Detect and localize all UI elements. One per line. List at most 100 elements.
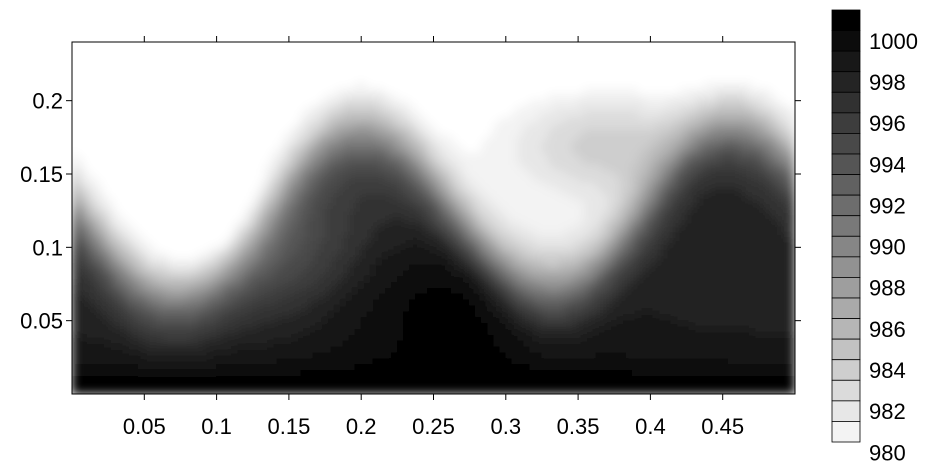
contour-cell xyxy=(342,270,350,278)
contour-cell xyxy=(414,106,422,113)
contour-cell xyxy=(149,270,157,278)
contour-cell xyxy=(143,205,151,213)
contour-cell xyxy=(571,135,579,143)
contour-cell xyxy=(264,42,272,49)
contour-cell xyxy=(216,223,224,231)
contour-cell xyxy=(655,158,663,166)
contour-cell xyxy=(77,252,85,260)
contour-cell xyxy=(565,217,573,225)
contour-cell xyxy=(149,205,157,213)
contour-cell xyxy=(354,217,362,225)
contour-cell xyxy=(107,82,115,90)
contour-cell xyxy=(511,170,519,178)
contour-cell xyxy=(179,88,187,96)
contour-cell xyxy=(535,252,543,260)
contour-cell xyxy=(137,199,145,207)
contour-cell xyxy=(216,270,224,278)
contour-cell xyxy=(173,258,181,266)
contour-cell xyxy=(704,64,712,72)
contour-cell xyxy=(595,141,603,149)
contour-cell xyxy=(294,246,302,254)
contour-cell xyxy=(511,42,519,49)
contour-cell xyxy=(137,264,145,272)
contour-cell xyxy=(553,100,561,108)
contour-cell xyxy=(643,205,651,213)
contour-cell xyxy=(535,170,543,178)
contour-cell xyxy=(487,182,495,190)
contour-cell xyxy=(625,152,633,160)
contour-cell xyxy=(426,217,435,225)
contour-cell xyxy=(426,176,435,184)
contour-cell xyxy=(167,70,175,78)
contour-cell xyxy=(119,117,127,125)
contour-cell xyxy=(433,70,441,78)
contour-cell xyxy=(565,94,573,102)
contour-cell xyxy=(649,158,657,166)
contour-cell xyxy=(143,223,151,231)
contour-cell xyxy=(451,217,459,225)
contour-cell xyxy=(451,188,459,196)
contour-cell xyxy=(336,117,344,125)
contour-cell xyxy=(276,188,284,196)
contour-cell xyxy=(234,205,242,213)
contour-cell xyxy=(571,182,579,190)
contour-cell xyxy=(686,88,694,96)
contour-cell xyxy=(710,42,718,49)
contour-cell xyxy=(324,42,332,49)
contour-cell xyxy=(113,246,121,254)
contour-cell xyxy=(716,59,724,66)
contour-cell xyxy=(469,229,477,237)
contour-cell xyxy=(764,240,772,248)
contour-cell xyxy=(192,111,200,119)
contour-cell xyxy=(631,223,639,231)
contour-cell xyxy=(240,258,248,266)
contour-cell xyxy=(764,100,772,108)
contour-cell xyxy=(704,158,712,166)
contour-cell xyxy=(499,59,507,66)
contour-cell xyxy=(559,111,567,119)
contour-cell xyxy=(734,94,742,102)
contour-cell xyxy=(589,64,597,72)
contour-cell xyxy=(758,194,766,201)
contour-cell xyxy=(312,82,320,90)
contour-cell xyxy=(463,42,471,49)
contour-cell xyxy=(583,188,591,196)
contour-cell xyxy=(276,123,284,131)
contour-cell xyxy=(234,152,242,160)
contour-cell xyxy=(710,88,718,96)
contour-cell xyxy=(113,194,121,201)
contour-cell xyxy=(523,47,531,55)
contour-cell xyxy=(408,164,416,172)
contour-cell xyxy=(499,188,507,196)
contour-cell xyxy=(595,42,603,49)
contour-cell xyxy=(378,282,386,289)
contour-cell xyxy=(198,100,206,108)
contour-cell xyxy=(270,258,278,266)
contour-cell xyxy=(674,135,682,143)
contour-cell xyxy=(589,152,597,160)
contour-cell xyxy=(649,117,657,125)
contour-cell xyxy=(529,64,537,72)
contour-cell xyxy=(264,64,272,72)
contour-cell xyxy=(222,147,230,154)
contour-cell xyxy=(240,170,248,178)
contour-cell xyxy=(667,100,676,108)
contour-cell xyxy=(499,264,507,272)
contour-cell xyxy=(426,170,435,178)
contour-cell xyxy=(234,53,242,61)
contour-cell xyxy=(306,123,314,131)
contour-cell xyxy=(469,53,477,61)
contour-cell xyxy=(758,147,766,154)
contour-cell xyxy=(179,47,187,55)
contour-cell xyxy=(336,182,344,190)
contour-cell xyxy=(258,82,266,90)
contour-cell xyxy=(613,252,621,260)
contour-cell xyxy=(366,147,374,154)
contour-cell xyxy=(192,258,200,266)
contour-cell xyxy=(674,100,682,108)
contour-cell xyxy=(426,42,435,49)
contour-cell xyxy=(77,158,85,166)
contour-cell xyxy=(637,170,645,178)
contour-cell xyxy=(173,70,181,78)
